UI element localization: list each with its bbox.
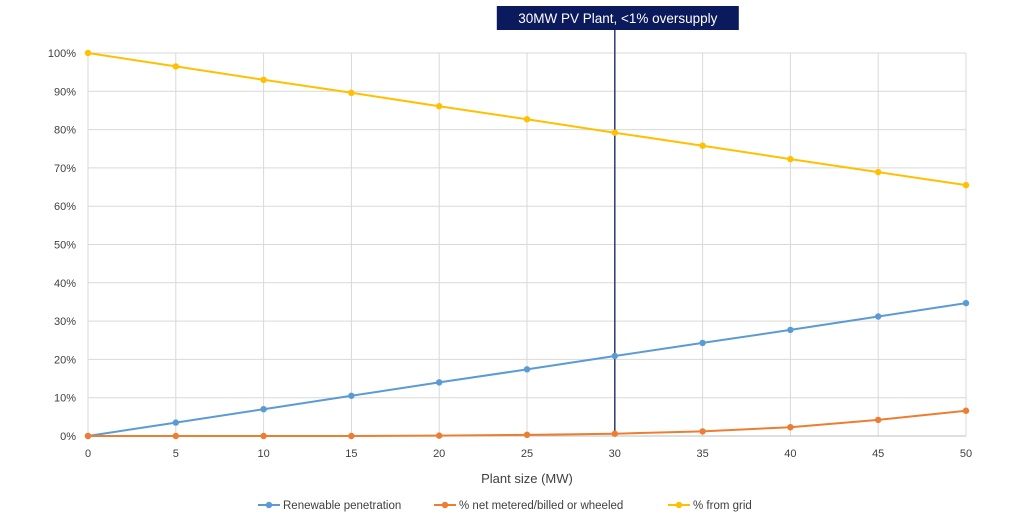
tick-labels: 0% 10% 20% 30% 40% 50% 60% 70% 80% 90% 100% 0 5 10 15 2… <box>48 48 972 460</box>
legend-label: Renewable penetration <box>283 500 401 512</box>
data-point <box>84 49 92 57</box>
data-point <box>523 431 531 439</box>
y-tick-label: 20% <box>54 354 76 366</box>
data-point <box>962 407 970 414</box>
x-tick-label: 50 <box>960 448 972 460</box>
x-tick-label: 45 <box>872 448 884 460</box>
legend-label: % net metered/billed or wheeled <box>459 500 623 512</box>
data-point <box>875 416 882 424</box>
data-point <box>260 76 267 84</box>
data-point <box>699 339 706 347</box>
data-point <box>436 379 443 386</box>
data-point <box>699 142 706 149</box>
y-tick-label: 100% <box>48 48 76 60</box>
data-point <box>699 428 706 435</box>
y-tick-label: 60% <box>54 201 76 213</box>
x-tick-label: 40 <box>784 448 796 460</box>
data-point <box>172 432 179 440</box>
annotation-text: 30MW PV Plant, <1% oversupply <box>518 11 717 26</box>
y-tick-label: 0% <box>60 431 76 443</box>
x-tick-label: 20 <box>433 448 445 460</box>
data-point <box>875 313 882 320</box>
x-tick-label: 35 <box>696 448 708 460</box>
legend-swatch-marker <box>265 501 273 509</box>
data-point <box>962 299 970 307</box>
series-2 <box>84 49 970 189</box>
data-point <box>348 89 355 97</box>
y-tick-label: 40% <box>54 278 76 290</box>
y-tick-label: 50% <box>54 240 76 252</box>
series <box>84 49 970 440</box>
y-tick-label: 90% <box>54 86 76 98</box>
legend-item: Renewable penetration <box>258 500 401 512</box>
data-point <box>611 129 618 136</box>
legend-swatch-marker <box>441 501 449 509</box>
data-point <box>787 326 794 334</box>
legend: Renewable penetration % net metered/bille… <box>258 500 752 512</box>
legend-item: % net metered/billed or wheeled <box>434 500 623 512</box>
legend-swatch-marker <box>675 501 683 509</box>
gridlines <box>88 52 967 436</box>
legend-label: % from grid <box>693 500 752 512</box>
data-point <box>260 405 267 413</box>
x-tick-label: 0 <box>85 448 91 460</box>
data-point <box>172 63 179 70</box>
data-point <box>348 432 355 440</box>
x-tick-label: 5 <box>173 448 179 460</box>
data-point <box>962 181 970 189</box>
legend-item: % from grid <box>668 500 752 512</box>
series-1 <box>84 407 970 440</box>
annotation-box <box>496 6 739 30</box>
y-tick-label: 10% <box>54 393 76 405</box>
annotation: 30MW PV Plant, <1% oversupply <box>496 6 739 436</box>
data-point <box>84 432 92 440</box>
x-tick-label: 25 <box>521 448 533 460</box>
data-point <box>523 116 531 123</box>
data-point <box>611 430 618 437</box>
y-tick-label: 70% <box>54 163 76 175</box>
data-point <box>611 352 618 360</box>
x-axis-title: Plant size (MW) <box>481 471 573 486</box>
data-point <box>172 419 179 426</box>
x-tick-label: 10 <box>257 448 269 460</box>
x-tick-label: 15 <box>345 448 357 460</box>
x-tick-label: 30 <box>609 448 621 460</box>
data-point <box>436 432 443 439</box>
data-point <box>348 392 355 399</box>
data-point <box>260 432 267 440</box>
data-point <box>523 366 531 373</box>
data-point <box>787 155 794 163</box>
y-tick-label: 80% <box>54 125 76 137</box>
data-point <box>787 423 794 431</box>
data-point <box>875 168 882 176</box>
y-tick-label: 30% <box>54 316 76 328</box>
data-point <box>436 103 443 110</box>
